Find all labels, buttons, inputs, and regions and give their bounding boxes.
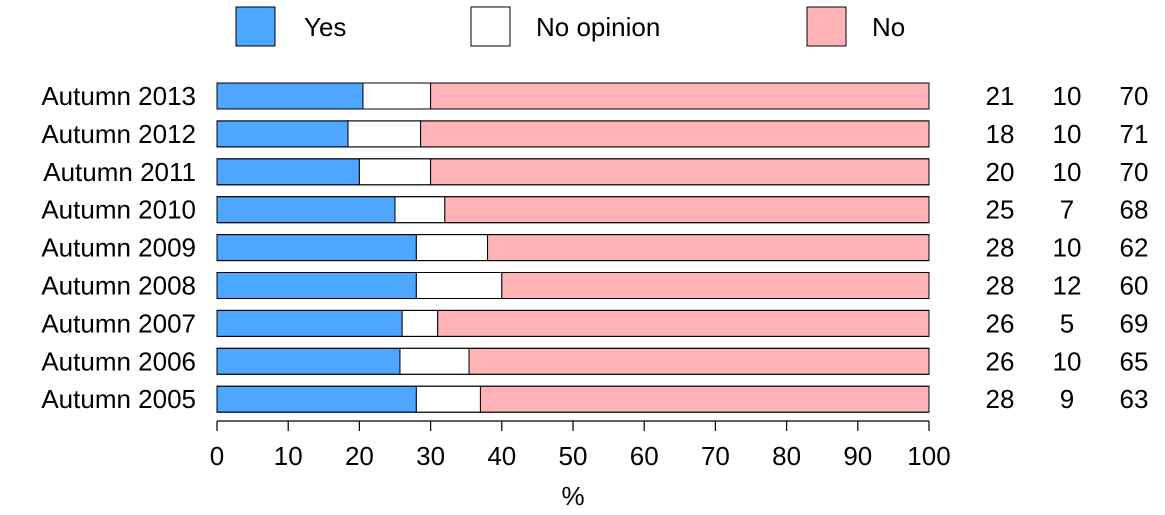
bar-segment-1 <box>358 158 432 186</box>
category-label: Autumn 2013 <box>41 81 196 111</box>
bar-segment-2 <box>501 272 930 299</box>
category-label: Autumn 2011 <box>43 157 196 187</box>
x-axis-title: % <box>561 481 584 511</box>
bar-segment-0 <box>216 272 417 299</box>
bar-segment-0 <box>216 347 401 375</box>
value-label: 60 <box>1120 271 1149 301</box>
x-tick-label: 60 <box>630 441 659 471</box>
value-label: 9 <box>1060 384 1074 414</box>
bar-segment-2 <box>487 234 930 262</box>
value-label: 21 <box>986 81 1015 111</box>
bar-segment-1 <box>347 120 422 148</box>
value-label: 10 <box>1053 346 1082 376</box>
bar-segment-2 <box>430 82 930 110</box>
bar-segment-0 <box>216 158 360 186</box>
bar-outline <box>216 385 930 413</box>
category-label: Autumn 2007 <box>41 308 196 338</box>
value-label: 26 <box>986 308 1015 338</box>
bar-segment-0 <box>216 385 417 413</box>
bar-outline <box>216 158 930 186</box>
x-tick-label: 90 <box>843 441 872 471</box>
x-tick-label: 100 <box>907 441 950 471</box>
bar-segment-1 <box>362 82 432 110</box>
value-label: 28 <box>986 271 1015 301</box>
value-label: 10 <box>1053 81 1082 111</box>
bar-outline <box>216 82 930 110</box>
legend-label-1: No opinion <box>536 12 660 42</box>
category-label: Autumn 2005 <box>41 384 196 414</box>
category-label: Autumn 2012 <box>41 119 196 149</box>
bar-outline <box>216 120 930 148</box>
bar-segment-2 <box>430 158 930 186</box>
bar-segment-2 <box>444 196 930 224</box>
category-label: Autumn 2008 <box>41 271 196 301</box>
bar-segment-0 <box>216 234 417 262</box>
value-label: 71 <box>1120 119 1149 149</box>
value-label: 25 <box>986 195 1015 225</box>
bar-segment-2 <box>468 347 930 375</box>
bar-segment-1 <box>401 309 439 337</box>
bar-segment-2 <box>479 385 930 413</box>
value-label: 18 <box>986 119 1015 149</box>
x-tick-label: 10 <box>274 441 303 471</box>
value-label: 63 <box>1120 384 1149 414</box>
bar-outline <box>216 347 930 375</box>
value-label: 65 <box>1120 346 1149 376</box>
value-label: 68 <box>1120 195 1149 225</box>
category-label: Autumn 2010 <box>41 195 196 225</box>
value-label: 7 <box>1060 195 1074 225</box>
x-tick-label: 70 <box>701 441 730 471</box>
legend-label-2: No <box>872 12 905 42</box>
value-label: 62 <box>1120 233 1149 263</box>
value-label: 12 <box>1053 271 1082 301</box>
x-tick-label: 0 <box>210 441 224 471</box>
bar-outline <box>216 196 930 224</box>
value-label: 70 <box>1120 81 1149 111</box>
legend-swatch-2 <box>806 6 847 47</box>
bar-segment-1 <box>415 385 481 413</box>
value-label: 5 <box>1060 308 1074 338</box>
bar-segment-0 <box>216 309 403 337</box>
value-label: 28 <box>986 233 1015 263</box>
bar-segment-1 <box>394 196 446 224</box>
bar-outline <box>216 234 930 262</box>
value-label: 28 <box>986 384 1015 414</box>
bar-segment-1 <box>399 347 470 375</box>
category-label: Autumn 2009 <box>41 233 196 263</box>
category-label: Autumn 2006 <box>41 346 196 376</box>
value-label: 10 <box>1053 119 1082 149</box>
value-label: 70 <box>1120 157 1149 187</box>
x-tick-label: 80 <box>772 441 801 471</box>
bar-outline <box>216 309 930 337</box>
legend-label-0: Yes <box>304 12 346 42</box>
legend-swatch-1 <box>470 6 511 47</box>
x-tick-label: 20 <box>345 441 374 471</box>
value-label: 26 <box>986 346 1015 376</box>
bar-segment-2 <box>437 309 930 337</box>
x-tick-label: 50 <box>559 441 588 471</box>
bar-segment-1 <box>415 272 503 299</box>
bar-segment-1 <box>415 234 489 262</box>
bar-segment-0 <box>216 196 396 224</box>
x-tick-label: 40 <box>487 441 516 471</box>
value-label: 10 <box>1053 233 1082 263</box>
value-label: 20 <box>986 157 1015 187</box>
bar-segment-0 <box>216 120 349 148</box>
value-label: 10 <box>1053 157 1082 187</box>
x-tick-label: 30 <box>416 441 445 471</box>
value-label: 69 <box>1120 308 1149 338</box>
bar-segment-2 <box>420 120 930 148</box>
bar-outline <box>216 272 930 299</box>
bar-segment-0 <box>216 82 364 110</box>
legend-swatch-0 <box>235 6 276 47</box>
